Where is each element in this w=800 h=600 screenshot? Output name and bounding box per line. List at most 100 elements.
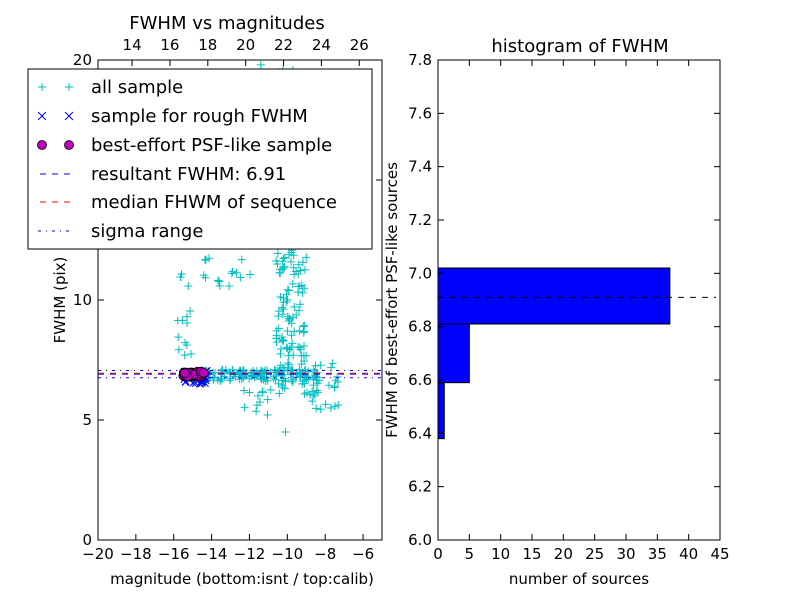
all-sample-point — [217, 374, 226, 383]
all-sample-point — [276, 349, 285, 358]
all-sample-point — [186, 307, 195, 316]
scatter-ticks: −20−18−16−14−12−10−8−6051015201416182022… — [73, 36, 382, 563]
histogram-title: histogram of FWHM — [491, 36, 668, 57]
all-sample-point — [302, 253, 311, 262]
all-sample-point — [283, 344, 292, 353]
all-sample-point — [278, 265, 287, 274]
all-sample-point — [245, 388, 254, 397]
legend-entry-sigma-range: sigma range — [38, 221, 203, 242]
scatter-xlabel: magnitude (bottom:isnt / top:calib) — [110, 570, 374, 588]
all-sample-point — [285, 345, 294, 354]
all-sample-point — [271, 375, 280, 384]
all-sample-point — [312, 404, 321, 413]
all-sample-point — [314, 388, 323, 397]
all-sample-point — [301, 371, 310, 380]
x-tick-label: 20 — [554, 545, 573, 563]
all-sample-point — [284, 286, 293, 295]
top-x-tick-label: 14 — [123, 36, 142, 54]
all-sample-point — [300, 265, 309, 274]
x-tick-label: 35 — [648, 545, 667, 563]
y-tick-label: 7.6 — [408, 104, 432, 122]
all-sample-point — [296, 300, 305, 309]
all-sample-point — [266, 385, 275, 394]
all-sample-point — [327, 363, 336, 372]
all-sample-point — [263, 395, 272, 404]
all-sample-point — [330, 382, 339, 391]
all-sample-point — [255, 397, 264, 406]
all-sample-point — [186, 350, 195, 359]
all-sample-point — [280, 253, 289, 262]
legend-box — [27, 68, 373, 250]
top-x-tick-label: 16 — [160, 36, 179, 54]
all-sample-point — [311, 361, 320, 370]
legend-entry-best-effort: best-effort PSF-like sample — [37, 135, 332, 156]
scatter-panel: FWHM vs magnitudes −20 −18 −16 −14 −12 −10 −8−… — [27, 13, 383, 588]
all-sample-point — [278, 337, 287, 346]
all-sample-point — [240, 403, 249, 412]
x-tick-label: 5 — [465, 545, 475, 563]
all-sample-point — [279, 264, 288, 273]
all-sample-point — [184, 282, 193, 291]
histogram-plot-area — [437, 267, 716, 440]
all-sample-point — [316, 361, 325, 370]
all-sample-point — [269, 374, 278, 383]
legend-marker-x — [37, 111, 74, 121]
all-sample-point — [276, 293, 285, 302]
all-sample-point — [294, 306, 303, 315]
histogram-ylabel: FWHM of best-effort PSF-like sources — [383, 162, 401, 438]
all-sample-point — [298, 288, 307, 297]
all-sample-point — [284, 351, 293, 360]
all-sample-point — [258, 387, 267, 396]
top-x-tick-label: 22 — [274, 36, 293, 54]
all-sample-point — [182, 312, 191, 321]
legend-label: best-effort PSF-like sample — [91, 135, 332, 156]
x-tick-label: 30 — [616, 545, 635, 563]
all-sample-point — [278, 333, 287, 342]
histogram-bar — [437, 382, 445, 440]
all-sample-point — [278, 383, 287, 392]
all-sample-point — [300, 357, 309, 366]
all-sample-point — [236, 273, 245, 282]
all-sample-point — [305, 390, 314, 399]
all-sample-point — [283, 295, 292, 304]
all-sample-point — [333, 377, 342, 386]
all-sample-point — [290, 270, 299, 279]
all-sample-point — [294, 288, 303, 297]
all-sample-point — [174, 345, 183, 354]
legend-marker-plus — [38, 83, 73, 91]
all-sample-point — [287, 319, 296, 328]
all-sample-point — [275, 389, 284, 398]
legend-label: median FHWM of sequence — [91, 192, 337, 213]
y-tick-label: 6.2 — [408, 478, 432, 496]
all-sample-point — [290, 302, 299, 311]
legend-entry-all-sample: all sample — [38, 77, 183, 98]
all-sample-point — [295, 326, 304, 335]
all-sample-point — [296, 266, 305, 275]
x-tick-label: −12 — [234, 545, 266, 563]
x-tick-label: −10 — [272, 545, 304, 563]
all-sample-point — [272, 331, 281, 340]
scatter-title: FWHM vs magnitudes — [129, 13, 324, 34]
all-sample-point — [227, 269, 236, 278]
legend-label: all sample — [91, 77, 183, 98]
all-sample-point — [300, 321, 309, 330]
all-sample-point — [199, 271, 208, 280]
histogram-bar — [437, 323, 470, 384]
top-x-tick-label: 18 — [198, 36, 217, 54]
all-sample-point — [330, 402, 339, 411]
all-sample-point — [274, 307, 283, 316]
all-sample-point — [247, 372, 256, 381]
all-sample-point — [180, 351, 189, 360]
y-tick-label: 6.4 — [408, 424, 432, 442]
legend: all sample sample for rough FWHM best-ef… — [27, 68, 373, 250]
all-sample-point — [221, 367, 230, 376]
histogram-ticks: 0 5 10 15 20 25 30 35 40 45 6.0 6.2 6.4 6.6 6.8 7.0 7.2 7… — [408, 51, 729, 563]
top-x-tick-label: 24 — [312, 36, 331, 54]
all-sample-point — [228, 365, 237, 374]
all-sample-point — [294, 260, 303, 269]
scatter-marks — [98, 60, 382, 436]
all-sample-point — [173, 316, 182, 325]
all-sample-point — [226, 374, 235, 383]
all-sample-point — [288, 377, 297, 386]
x-tick-label: −14 — [196, 545, 228, 563]
